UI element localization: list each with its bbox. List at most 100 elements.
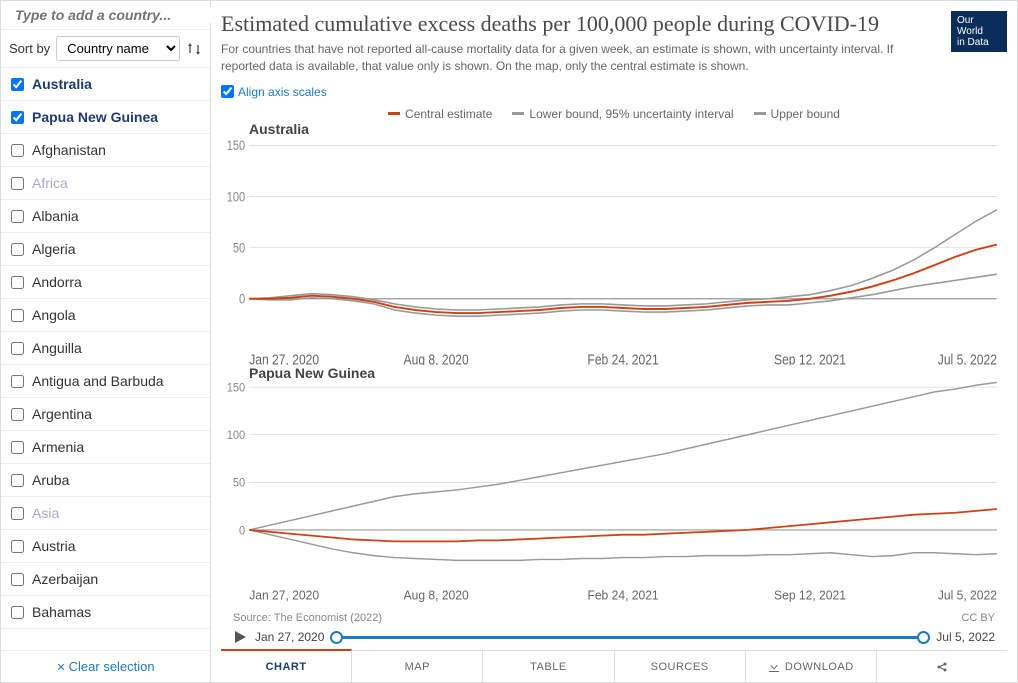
country-item[interactable]: Antigua and Barbuda: [1, 365, 210, 398]
country-label: Albania: [32, 208, 79, 224]
country-label: Anguilla: [32, 340, 82, 356]
charts-container: Australia050100150Jan 27, 2020Aug 8, 202…: [221, 121, 1007, 608]
country-checkbox[interactable]: [11, 78, 24, 91]
source-row: Source: The Economist (2022) CC BY: [221, 608, 1007, 626]
country-label: Azerbaijan: [32, 571, 98, 587]
svg-text:Feb 24, 2021: Feb 24, 2021: [587, 351, 658, 364]
share-icon: [936, 661, 948, 673]
header-row: Estimated cumulative excess deaths per 1…: [221, 11, 1007, 75]
country-checkbox[interactable]: [11, 144, 24, 157]
tab-download[interactable]: DOWNLOAD: [746, 651, 877, 682]
chart-panel: Papua New Guinea050100150Jan 27, 2020Aug…: [221, 365, 1007, 609]
app-root: Sort by Country name Australia Papua New …: [0, 0, 1018, 683]
country-label: Australia: [32, 76, 92, 92]
country-label: Austria: [32, 538, 76, 554]
slider-handle-start[interactable]: [330, 631, 343, 644]
page-title: Estimated cumulative excess deaths per 1…: [221, 11, 901, 37]
country-item[interactable]: Australia: [1, 68, 210, 101]
timeline-slider[interactable]: [332, 636, 928, 639]
svg-text:0: 0: [239, 292, 245, 307]
country-checkbox[interactable]: [11, 573, 24, 586]
sidebar: Sort by Country name Australia Papua New …: [1, 1, 211, 682]
svg-text:Jul 5, 2022: Jul 5, 2022: [938, 351, 997, 364]
tab-chart[interactable]: CHART: [221, 649, 352, 682]
country-item[interactable]: Austria: [1, 530, 210, 563]
country-checkbox[interactable]: [11, 441, 24, 454]
country-checkbox[interactable]: [11, 540, 24, 553]
country-label: Aruba: [32, 472, 69, 488]
svg-text:Sep 12, 2021: Sep 12, 2021: [774, 351, 846, 364]
tab-share[interactable]: [877, 651, 1007, 682]
country-checkbox[interactable]: [11, 210, 24, 223]
slider-handle-end[interactable]: [917, 631, 930, 644]
country-item[interactable]: Azerbaijan: [1, 563, 210, 596]
country-label: Antigua and Barbuda: [32, 373, 164, 389]
legend-label: Central estimate: [405, 107, 492, 121]
country-label: Papua New Guinea: [32, 109, 158, 125]
country-checkbox[interactable]: [11, 111, 24, 124]
country-checkbox[interactable]: [11, 309, 24, 322]
country-checkbox[interactable]: [11, 474, 24, 487]
legend-swatch: [754, 112, 766, 115]
main-panel: Estimated cumulative excess deaths per 1…: [211, 1, 1017, 682]
legend-label: Lower bound, 95% uncertainty interval: [529, 107, 733, 121]
legend-swatch: [512, 112, 524, 115]
sort-select[interactable]: Country name: [56, 36, 180, 61]
country-list[interactable]: Australia Papua New Guinea Afghanistan Afri…: [1, 68, 210, 650]
tabs: CHARTMAPTABLESOURCESDOWNLOAD: [221, 650, 1007, 682]
align-axis-input[interactable]: [221, 85, 234, 98]
source-text: Source: The Economist (2022): [233, 612, 382, 624]
country-item[interactable]: Anguilla: [1, 332, 210, 365]
country-checkbox[interactable]: [11, 243, 24, 256]
svg-text:0: 0: [239, 523, 246, 537]
country-label: Africa: [32, 175, 68, 191]
download-icon: [768, 661, 780, 673]
tab-map[interactable]: MAP: [352, 651, 483, 682]
country-label: Asia: [32, 505, 59, 521]
country-checkbox[interactable]: [11, 375, 24, 388]
chart-svg: 050100150Jan 27, 2020Aug 8, 2020Feb 24, …: [221, 365, 1007, 609]
country-label: Bahamas: [32, 604, 91, 620]
country-item[interactable]: Angola: [1, 299, 210, 332]
clear-selection-button[interactable]: Clear selection: [1, 650, 210, 682]
svg-text:Feb 24, 2021: Feb 24, 2021: [587, 588, 658, 603]
license-text[interactable]: CC BY: [961, 612, 995, 624]
country-item[interactable]: Argentina: [1, 398, 210, 431]
svg-text:100: 100: [227, 428, 246, 442]
search-input[interactable]: [15, 7, 212, 23]
legend-item: Central estimate: [388, 107, 492, 121]
country-item[interactable]: Aruba: [1, 464, 210, 497]
country-label: Argentina: [32, 406, 92, 422]
country-item[interactable]: Africa: [1, 167, 210, 200]
country-item[interactable]: Asia: [1, 497, 210, 530]
country-item[interactable]: Bahamas: [1, 596, 210, 629]
tab-sources[interactable]: SOURCES: [615, 651, 746, 682]
country-item[interactable]: Papua New Guinea: [1, 101, 210, 134]
svg-text:Aug 8, 2020: Aug 8, 2020: [404, 588, 469, 603]
tab-table[interactable]: TABLE: [483, 651, 614, 682]
play-icon[interactable]: [233, 630, 247, 644]
country-checkbox[interactable]: [11, 342, 24, 355]
align-axis-checkbox[interactable]: Align axis scales: [221, 85, 1007, 99]
timeline-end: Jul 5, 2022: [936, 630, 995, 644]
country-item[interactable]: Armenia: [1, 431, 210, 464]
country-item[interactable]: Afghanistan: [1, 134, 210, 167]
country-checkbox[interactable]: [11, 276, 24, 289]
timeline-start: Jan 27, 2020: [255, 630, 324, 644]
country-label: Andorra: [32, 274, 82, 290]
country-checkbox[interactable]: [11, 408, 24, 421]
country-checkbox[interactable]: [11, 177, 24, 190]
svg-text:50: 50: [233, 476, 246, 490]
sort-label: Sort by: [9, 41, 50, 56]
chart-title: Papua New Guinea: [249, 365, 375, 381]
country-checkbox[interactable]: [11, 606, 24, 619]
svg-text:Jul 5, 2022: Jul 5, 2022: [938, 588, 997, 603]
country-checkbox[interactable]: [11, 507, 24, 520]
country-item[interactable]: Andorra: [1, 266, 210, 299]
country-label: Angola: [32, 307, 76, 323]
country-item[interactable]: Albania: [1, 200, 210, 233]
chart-panel: Australia050100150Jan 27, 2020Aug 8, 202…: [221, 121, 1007, 365]
owid-logo[interactable]: Our Worldin Data: [951, 11, 1007, 52]
sort-direction-icon[interactable]: [186, 41, 202, 57]
country-item[interactable]: Algeria: [1, 233, 210, 266]
